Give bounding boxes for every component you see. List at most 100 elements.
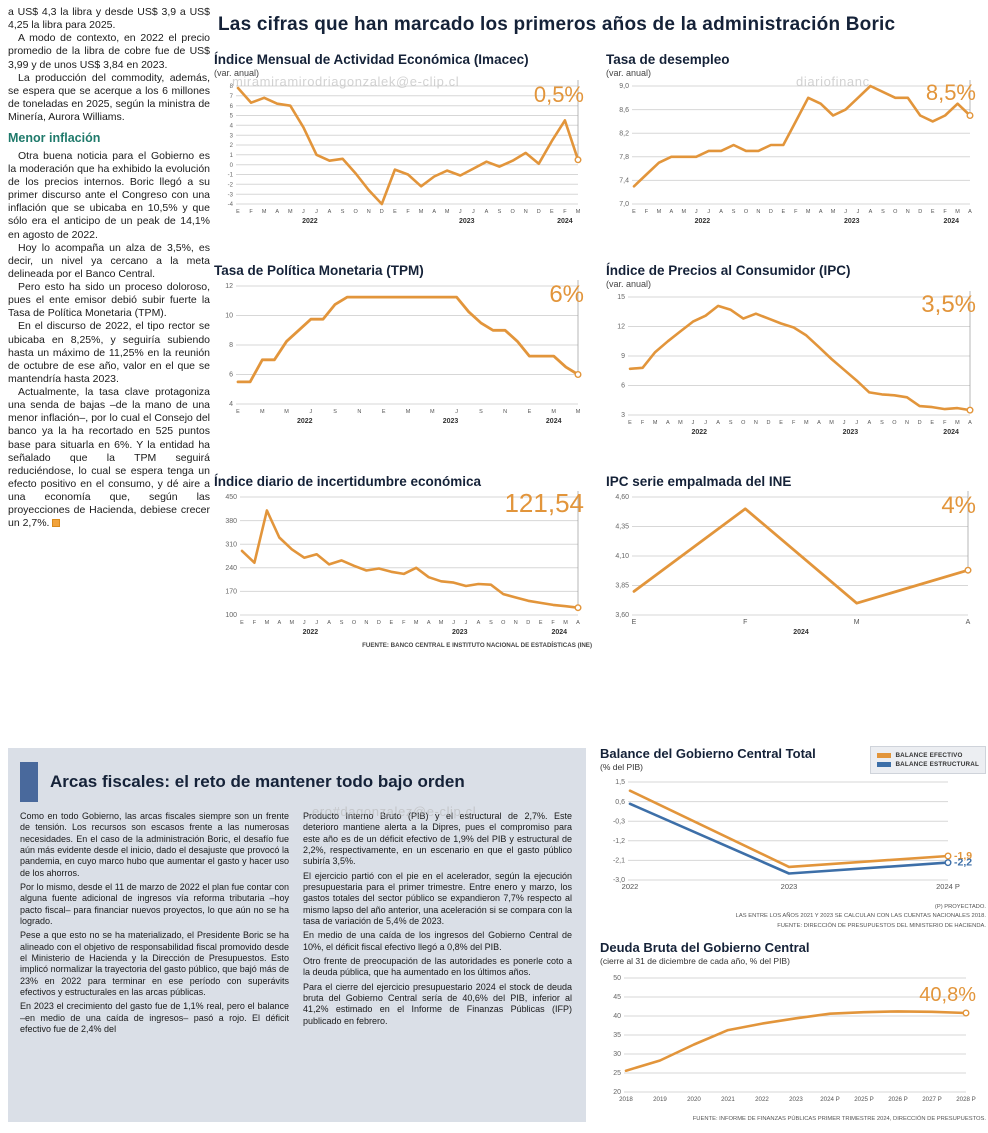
svg-text:E: E [781, 209, 785, 215]
chart-ipc-empalmada: IPC serie empalmada del INE 4,60 4,35 4,10… [606, 474, 984, 649]
svg-text:2: 2 [230, 143, 234, 149]
svg-text:J: J [459, 209, 462, 215]
svg-text:8,6: 8,6 [619, 107, 629, 114]
chart-imacec: Índice Mensual de Actividad Económica (I… [214, 52, 592, 233]
svg-text:-3,0: -3,0 [613, 877, 625, 884]
svg-text:2022: 2022 [622, 882, 639, 891]
svg-text:E: E [628, 420, 632, 426]
svg-text:2022: 2022 [695, 218, 711, 225]
svg-text:2024: 2024 [546, 418, 562, 425]
svg-text:8: 8 [230, 84, 234, 90]
svg-text:E: E [550, 209, 554, 215]
chart-title: Tasa de Política Monetaria (TPM) [214, 263, 424, 278]
svg-text:A: A [867, 420, 871, 426]
svg-text:170: 170 [225, 589, 237, 596]
chart-title: Índice de Precios al Consumidor (IPC) [606, 263, 851, 278]
svg-text:J: J [695, 209, 698, 215]
chart-title: IPC serie empalmada del INE [606, 474, 792, 489]
panel-paragraph: En 2023 el crecimiento del gasto fue de … [20, 1001, 289, 1034]
svg-text:M: M [406, 409, 411, 415]
svg-text:A: A [968, 209, 972, 215]
chart-subtitle: (cierre al 31 de diciembre de cada año, … [600, 956, 790, 966]
svg-text:9: 9 [621, 353, 625, 360]
left-article-column: a US$ 4,3 la libra y desde US$ 3,9 a US$… [8, 6, 210, 530]
svg-text:12: 12 [225, 283, 233, 290]
footnote: LAS ENTRE LOS AÑOS 2021 Y 2023 SE CALCUL… [735, 913, 986, 920]
svg-text:F: F [645, 209, 649, 215]
svg-text:2024: 2024 [944, 218, 960, 225]
svg-text:N: N [364, 620, 368, 626]
svg-text:O: O [744, 209, 749, 215]
svg-text:M: M [657, 209, 662, 215]
svg-text:6: 6 [621, 383, 625, 390]
svg-text:M: M [653, 420, 658, 426]
svg-text:2023: 2023 [789, 1096, 803, 1103]
svg-text:O: O [352, 620, 357, 626]
chart-subtitle: (var. anual) [606, 68, 652, 78]
svg-text:F: F [641, 420, 645, 426]
svg-text:6: 6 [229, 372, 233, 379]
chart-title: Índice Mensual de Actividad Económica (I… [214, 52, 529, 67]
svg-text:50: 50 [613, 975, 621, 982]
svg-text:8,2: 8,2 [619, 130, 629, 137]
footnote: (P) PROYECTADO. [934, 904, 986, 910]
svg-text:0,6: 0,6 [615, 799, 625, 806]
svg-text:M: M [854, 619, 860, 626]
svg-text:S: S [881, 209, 885, 215]
highlight-value: 0,5% [533, 82, 584, 107]
chart-subtitle: (var. anual) [606, 279, 652, 289]
svg-text:2023: 2023 [452, 629, 468, 636]
desempleo-line-chart: 9,08,68,27,87,47,0E F M A M J J A S O N D E F M A M J J A S O… [619, 80, 974, 225]
svg-text:4: 4 [229, 401, 233, 408]
svg-text:O: O [741, 420, 746, 426]
svg-text:M: M [260, 409, 265, 415]
svg-text:2028 P: 2028 P [956, 1096, 976, 1103]
chart-subtitle: (var. anual) [214, 68, 260, 78]
svg-text:2023: 2023 [443, 418, 459, 425]
fiscal-panel-header: Arcas fiscales: el reto de mantener todo… [20, 762, 572, 802]
balance-titles: Balance del Gobierno Central Total (% de… [600, 746, 816, 772]
svg-text:2022: 2022 [755, 1096, 769, 1103]
svg-text:F: F [253, 620, 257, 626]
svg-text:A: A [427, 620, 431, 626]
svg-text:N: N [357, 409, 361, 415]
svg-text:M: M [288, 209, 293, 215]
svg-text:-4: -4 [228, 202, 234, 208]
svg-text:J: J [855, 420, 858, 426]
svg-text:S: S [732, 209, 736, 215]
svg-text:A: A [966, 619, 971, 626]
highlight-value: 8,5% [925, 80, 976, 105]
svg-text:A: A [968, 420, 972, 426]
svg-text:M: M [806, 209, 811, 215]
legend-label: BALANCE ESTRUCTURAL [895, 761, 979, 768]
svg-text:J: J [465, 620, 468, 626]
svg-text:5: 5 [230, 114, 234, 120]
article-subhead: Menor inflación [8, 131, 101, 146]
svg-text:N: N [906, 209, 910, 215]
svg-text:M: M [265, 620, 270, 626]
svg-text:F: F [551, 620, 555, 626]
deuda-source: FUENTE: INFORME DE FINANZAS PÚBLICAS PRI… [692, 1116, 986, 1122]
svg-text:25: 25 [613, 1070, 621, 1077]
svg-text:2025 P: 2025 P [854, 1096, 874, 1103]
svg-text:7: 7 [230, 94, 234, 100]
svg-text:D: D [377, 620, 381, 626]
svg-text:M: M [831, 209, 836, 215]
highlight-value: 4% [941, 492, 976, 519]
svg-text:M: M [804, 420, 809, 426]
footnote: FUENTE: DIRECCIÓN DE PRESUPUESTOS DEL MI… [777, 922, 986, 929]
fiscal-panel-col1: Como en todo Gobierno, las arcas fiscale… [20, 811, 289, 1038]
article-paragraph: Otra buena noticia para el Gobierno es l… [8, 149, 210, 241]
svg-text:15: 15 [617, 294, 625, 301]
panel-paragraph: Por lo mismo, desde el 11 de marzo de 20… [20, 881, 289, 926]
svg-text:4,60: 4,60 [615, 494, 629, 501]
svg-text:O: O [501, 620, 506, 626]
svg-text:2022: 2022 [302, 218, 318, 225]
balance-chart-block: Balance del Gobierno Central Total (% de… [600, 746, 986, 931]
svg-text:240: 240 [225, 565, 237, 572]
panel-paragraph: El ejercicio partió con el pie en el ace… [303, 870, 572, 926]
panel-paragraph: Pese a que esto no se ha materializado, … [20, 930, 289, 997]
svg-text:J: J [303, 620, 306, 626]
